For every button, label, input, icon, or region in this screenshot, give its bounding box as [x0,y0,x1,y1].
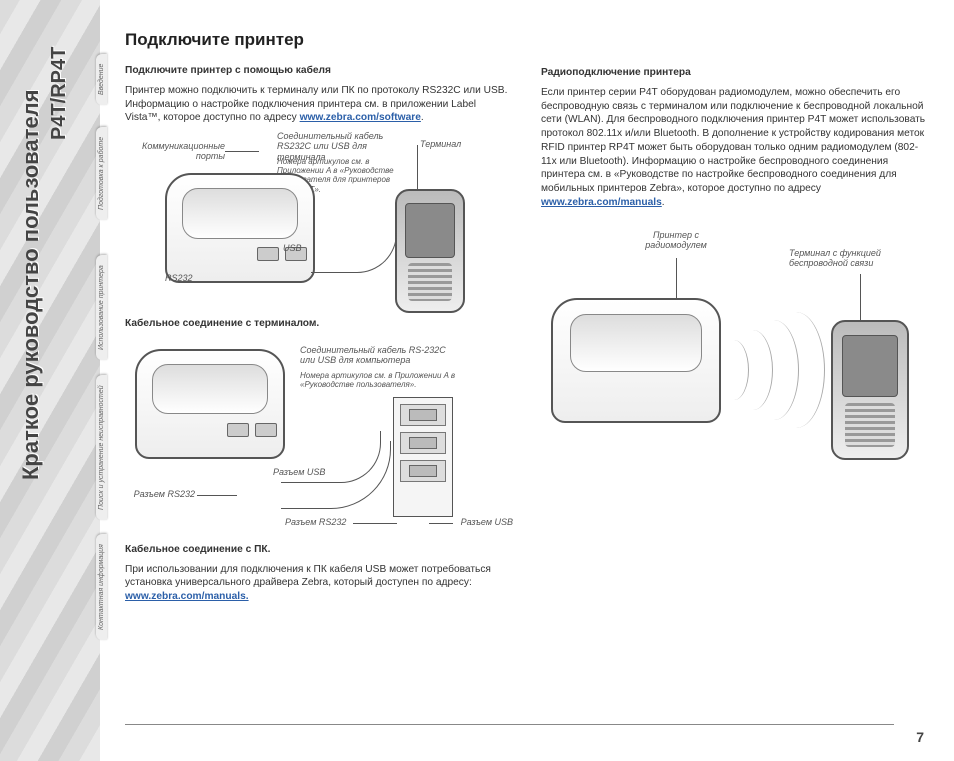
radio-title: Радиоподключение принтера [541,66,929,80]
label-terminal-wireless: Терминал с функцией беспроводной связи [789,248,929,269]
tab-intro: Введение [96,54,107,105]
model-name: P4T/RP4T [48,47,71,140]
link-manuals-2[interactable]: www.zebra.com/manuals [541,197,662,208]
wireless-waves-icon [729,320,829,420]
sec1-text: Принтер можно подключить к терминалу или… [125,84,513,125]
label-comm-ports: Коммуникационные порты [125,141,225,162]
manual-title: Краткое руководство пользователя [18,89,44,480]
sec1-title: Подключите принтер с помощью кабеля [125,64,513,78]
page-heading: Подключите принтер [125,30,513,50]
footer-rule [125,724,894,725]
label-rs232-jack: Разъем RS232 [125,489,195,499]
printer-icon [165,173,315,283]
link-software[interactable]: www.zebra.com/software [300,112,421,123]
label-terminal: Терминал [420,139,461,149]
figure-terminal-connection: Коммуникационные порты Соединительный ка… [125,133,513,313]
printer-icon-2 [135,349,285,459]
tab-setup: Подготовка к работе [96,127,107,220]
tab-contact: Контактная информация [96,534,107,640]
column-left: Подключите принтер Подключите принтер с … [125,30,513,721]
page-number: 7 [916,729,924,745]
tab-troubleshoot: Поиск и устранение неисправностей [96,375,107,520]
tab-usage: Использование принтера [96,255,107,360]
fig2-caption: Кабельное соединение с ПК. [125,543,513,557]
figure-pc-connection: Соединительный кабель RS-232C или USB дл… [125,339,513,539]
printer-radio-icon [551,298,721,423]
terminal-icon [395,189,465,313]
label-usb-jack-2: Разъем USB [461,517,513,527]
pc-panel-icon [393,397,453,517]
link-manuals-1[interactable]: www.zebra.com/manuals. [125,591,249,602]
fig1-caption: Кабельное соединение с терминалом. [125,317,513,331]
label-cable-pc-sub: Номера артикулов см. в Приложении A в «Р… [300,371,460,389]
label-rs232: RS232 [165,273,193,283]
label-usb: USB [283,243,302,253]
sec2-text: При использовании для подключения к ПК к… [125,563,513,604]
radio-text: Если принтер серии P4T оборудован радиом… [541,86,929,210]
column-right: Радиоподключение принтера Если принтер с… [541,30,929,721]
label-rs232-jack-2: Разъем RS232 [285,517,346,527]
figure-wireless: Принтер с радиомодулем Терминал с функци… [541,230,929,490]
label-cable-pc: Соединительный кабель RS-232C или USB дл… [300,345,460,366]
sidebar: Краткое руководство пользователя P4T/RP4… [0,0,100,761]
label-printer-radio: Принтер с радиомодулем [621,230,731,251]
terminal-wireless-icon [831,320,909,460]
content: Подключите принтер Подключите принтер с … [125,30,929,721]
